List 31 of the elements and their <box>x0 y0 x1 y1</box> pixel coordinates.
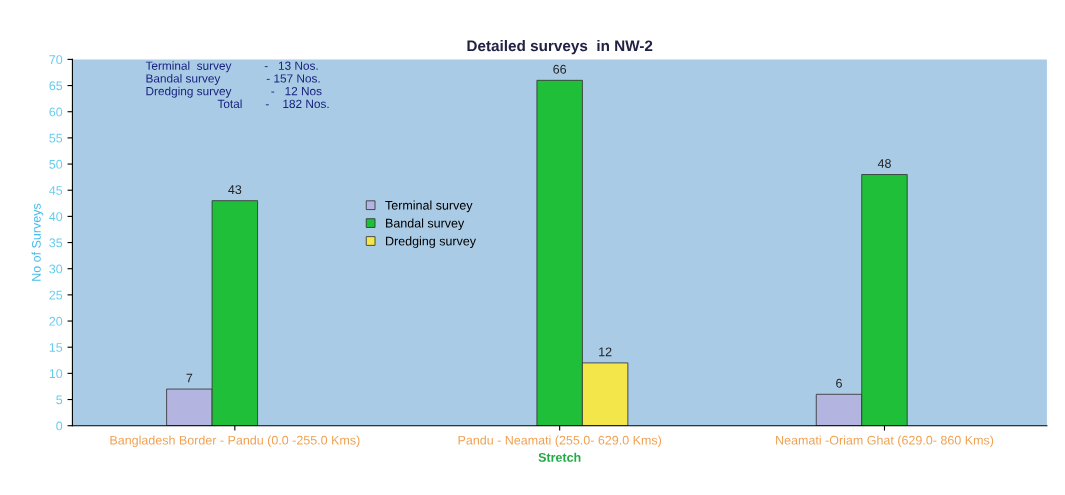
y-tick-label: 45 <box>49 186 63 195</box>
y-tick-label: 30 <box>49 264 63 274</box>
y-tick-label: 15 <box>49 343 63 352</box>
y-tick-label: 50 <box>49 159 63 169</box>
legend-label: Dredging survey <box>386 236 477 248</box>
legend-label: Bandal survey <box>386 218 465 231</box>
annotation: Terminal survey - 13 Nos. Bandal survey - 157 Nos. Dredging survey - 12 Nos Total - 182 Nos. <box>145 61 329 109</box>
y-tick-label: 0 <box>56 421 63 431</box>
data-label: 48 <box>877 159 891 168</box>
data-label: 7 <box>186 373 193 383</box>
y-tick-label: 5 <box>56 395 63 405</box>
y-tick-label: 55 <box>49 133 63 143</box>
y-tick-label: 20 <box>49 316 63 326</box>
y-axis-title: No of Surveys <box>31 203 44 281</box>
y-tick-label: 65 <box>49 81 63 91</box>
x-tick-label: Bangladesh Border - Pandu (0.0 -255.0 Kms) <box>110 435 360 448</box>
y-tick-label: 10 <box>49 369 63 379</box>
data-label: 6 <box>836 378 842 388</box>
y-tick-label: 35 <box>49 238 63 248</box>
y-tick-label: 25 <box>49 290 63 300</box>
x-axis-title: Stretch <box>538 452 581 462</box>
x-tick-label: Pandu - Neamati (255.0- 629.0 Kms) <box>458 435 662 448</box>
y-tick-label: 70 <box>49 55 63 65</box>
data-label: 43 <box>228 185 242 195</box>
y-tick-label: 60 <box>49 107 63 117</box>
x-tick-label: Neamati -Oriam Ghat (629.0- 860 Kms) <box>776 435 994 448</box>
chart-title: Detailed surveys in NW-2 <box>467 40 653 55</box>
data-label: 12 <box>599 347 612 357</box>
legend-label: Terminal survey <box>385 200 473 213</box>
y-tick-label: 40 <box>49 212 63 222</box>
data-label: 66 <box>553 64 567 74</box>
